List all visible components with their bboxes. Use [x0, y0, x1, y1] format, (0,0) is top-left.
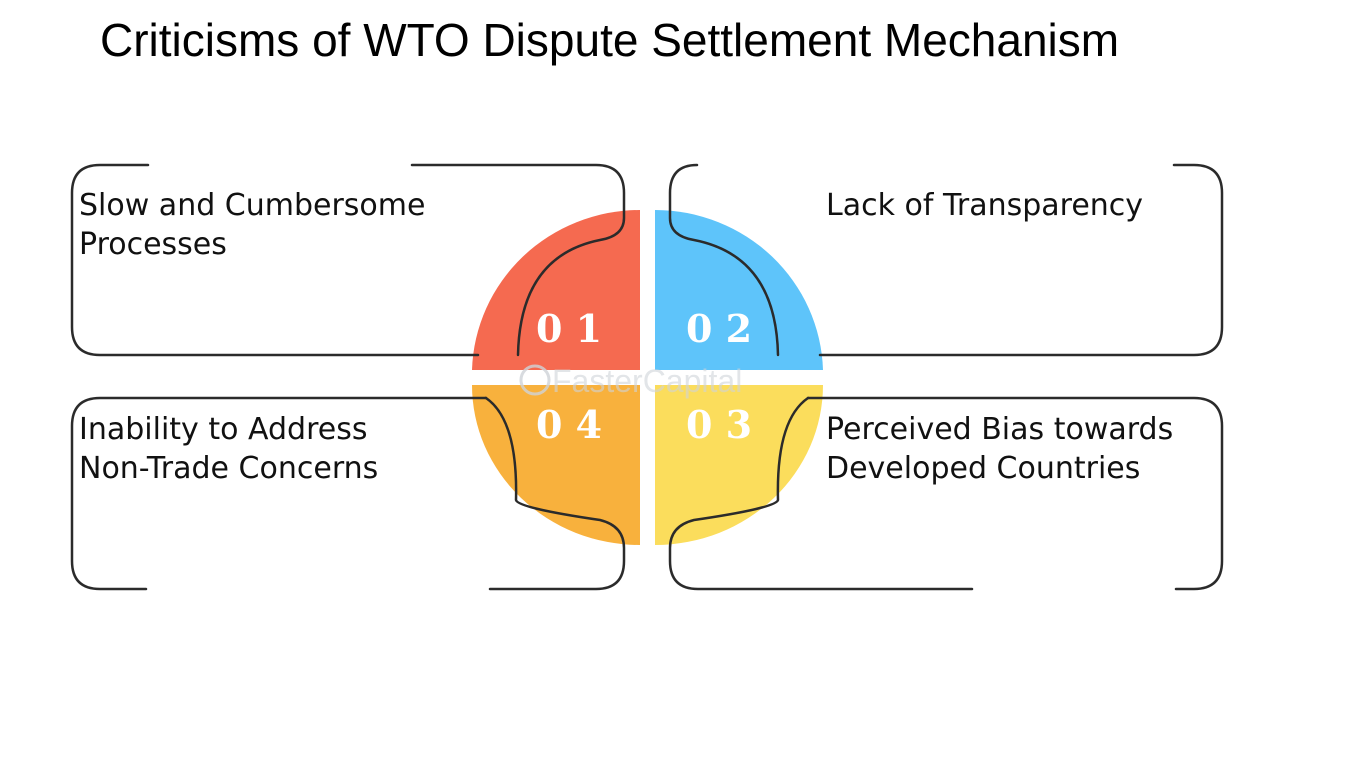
frame-01-connector: [410, 163, 626, 357]
frame-04-connector: [484, 396, 626, 591]
quadrant-04: [472, 385, 640, 545]
item-03-text: Perceived Bias towards Developed Countri…: [826, 410, 1173, 488]
item-02-line-1: Lack of Transparency: [826, 188, 1144, 223]
item-03-line-2: Developed Countries: [826, 451, 1141, 486]
quadrant-03-number: 0 3: [686, 402, 752, 447]
quadrant-02-number: 0 2: [686, 306, 752, 351]
quadrant-04-number: 0 4: [536, 402, 602, 447]
watermark-logo-icon: [519, 364, 551, 396]
item-02-text: Lack of Transparency: [826, 186, 1143, 225]
item-04-line-1: Inability to Address: [79, 412, 368, 447]
item-01-text: Slow and Cumbersome Processes: [79, 186, 425, 264]
frame-01: [70, 163, 480, 357]
item-04-line-2: Non-Trade Concerns: [79, 451, 379, 486]
item-01-line-2: Processes: [79, 227, 227, 262]
item-03-line-1: Perceived Bias towards: [826, 412, 1174, 447]
quadrant-01-number: 0 1: [536, 306, 602, 351]
frame-03-connector: [668, 396, 974, 591]
watermark-text: FasterCapital: [552, 363, 742, 399]
frame-02: [818, 163, 1224, 357]
quadrant-02: [655, 209, 823, 370]
item-01-line-1: Slow and Cumbersome: [79, 188, 426, 223]
frame-03: [806, 396, 1224, 591]
item-04-text: Inability to Address Non-Trade Concerns: [79, 410, 378, 488]
frame-04: [70, 396, 488, 591]
watermark: FasterCapital: [519, 363, 742, 399]
quadrant-01: [472, 209, 640, 370]
diagram-title: Criticisms of WTO Dispute Settlement Mec…: [100, 14, 1120, 66]
quadrant-03: [655, 385, 823, 545]
frame-02-connector: [668, 163, 780, 357]
